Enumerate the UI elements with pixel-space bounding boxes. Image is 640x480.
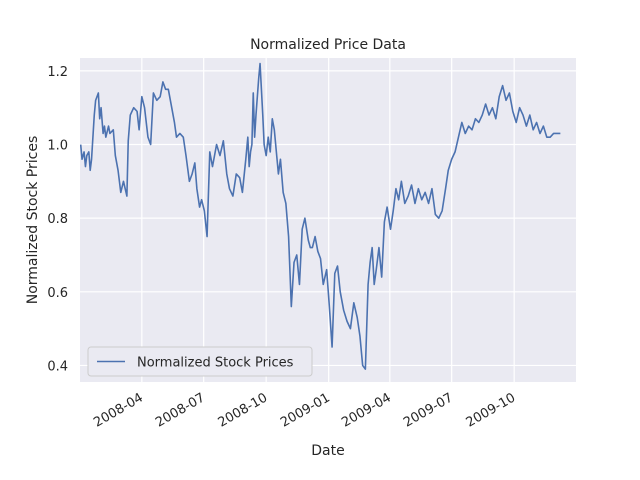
x-axis-label: Date [311,443,344,459]
y-tick-label: 0.6 [47,286,68,301]
x-axis-ticks: 2008-04 2008-07 2008-10 2009-01 2009-04 2009-… [91,390,518,430]
series-layer [80,62,561,370]
legend: Normalized Stock Prices [87,346,313,377]
y-tick-label: 1.2 [47,65,68,80]
x-tick-label: 2008-04 [91,390,146,430]
x-tick-label: 2009-01 [278,390,333,430]
y-tick-label: 0.8 [47,212,68,227]
x-tick-label: 2009-07 [401,390,456,430]
grid-lines [80,58,576,382]
legend-label: Normalized Stock Prices [137,356,294,371]
x-tick-label: 2009-10 [464,390,519,430]
series-line-0 [80,62,561,370]
y-axis-label: Normalized Stock Prices [25,136,41,305]
y-axis-ticks: 0.4 0.6 0.8 1.0 1.2 [47,65,68,375]
x-tick-label: 2008-07 [153,390,208,430]
legend-box [87,346,313,377]
chart-title: Normalized Price Data [250,37,406,53]
plot-area [80,58,576,382]
y-tick-label: 0.4 [47,359,68,374]
x-tick-label: 2009-04 [339,390,394,430]
y-tick-label: 1.0 [47,139,68,154]
x-tick-label: 2008-10 [216,390,271,430]
